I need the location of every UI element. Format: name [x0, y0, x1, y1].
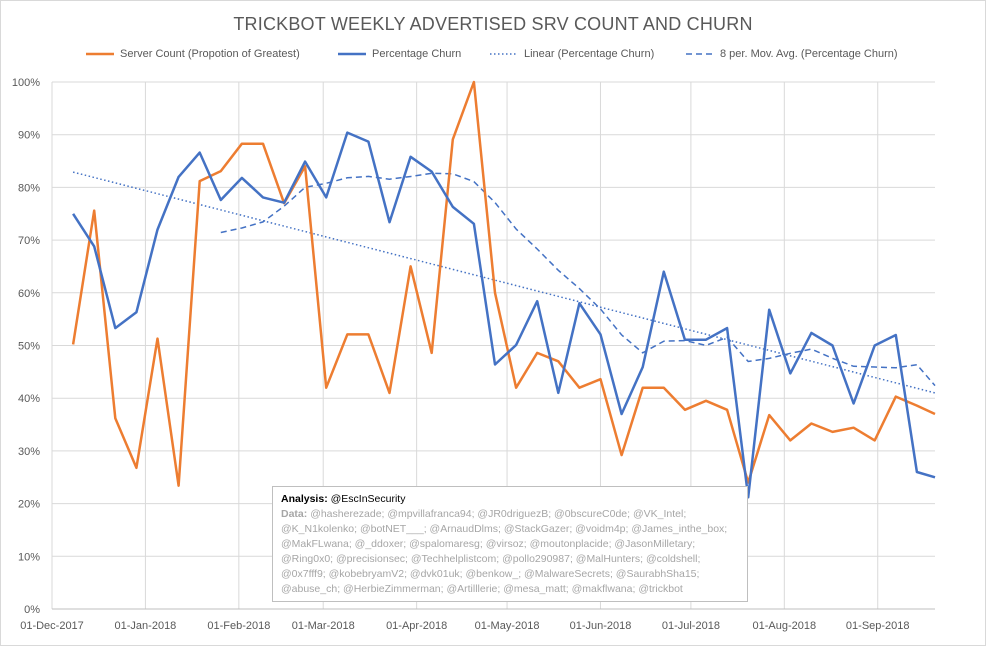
y-tick-label: 100% [12, 77, 40, 89]
chart-title: TRICKBOT WEEKLY ADVERTISED SRV COUNT AND… [233, 14, 753, 34]
x-tick-label: 01-Sep-2018 [846, 620, 910, 632]
series-percentage-churn [72, 131, 936, 499]
x-tick-label: 01-Jul-2018 [662, 620, 720, 632]
x-tick-label: 01-May-2018 [475, 620, 540, 632]
y-tick-label: 0% [24, 604, 40, 616]
legend-swatch-moving-average [686, 53, 714, 55]
x-tick-label: 01-Feb-2018 [207, 620, 270, 632]
analysis-label: Analysis: [281, 493, 328, 505]
series-moving-average [220, 172, 936, 387]
legend-label-server-count: Server Count (Propotion of Greatest) [120, 48, 300, 60]
x-tick-label: 01-Dec-2017 [20, 620, 84, 632]
y-tick-label: 20% [18, 499, 40, 511]
y-tick-label: 40% [18, 393, 40, 405]
analysis-box: Analysis: @EscInSecurity Data: @hasherez… [272, 486, 748, 602]
legend-label-percentage-churn: Percentage Churn [372, 48, 462, 60]
legend-swatch-server-count [86, 52, 114, 56]
y-tick-label: 70% [18, 235, 40, 247]
x-tick-label: 01-Mar-2018 [292, 620, 355, 632]
legend-swatch-linear [490, 53, 518, 55]
data-credits: Data: @hasherezade; @mpvillafranca94; @J… [281, 507, 739, 597]
y-tick-label: 90% [18, 130, 40, 142]
axes: 0% 10% 20% 30% 40% 50% 60% 70% 80% 90% 100% 01-Dec-… [12, 77, 935, 632]
data-label: Data: [281, 508, 308, 520]
legend-entry-moving-average: 8 per. Mov. Avg. (Percentage Churn) [686, 48, 898, 60]
analysis-credit: Analysis: @EscInSecurity [281, 492, 739, 507]
data-credit-list: @hasherezade; @mpvillafranca94; @JR0drig… [281, 508, 728, 595]
legend-entry-server-count: Server Count (Propotion of Greatest) [86, 48, 300, 60]
x-tick-label: 01-Jan-2018 [115, 620, 177, 632]
y-tick-label: 10% [18, 551, 40, 563]
legend-entry-percentage-churn: Percentage Churn [338, 48, 461, 60]
legend-label-moving-average: 8 per. Mov. Avg. (Percentage Churn) [720, 48, 898, 60]
y-tick-label: 50% [18, 341, 40, 353]
series-server-count [71, 80, 936, 487]
legend: Server Count (Propotion of Greatest) Per… [86, 48, 916, 64]
legend-swatch-percentage-churn [338, 52, 366, 56]
legend-entry-linear: Linear (Percentage Churn) [490, 48, 654, 60]
legend-label-linear: Linear (Percentage Churn) [524, 48, 655, 60]
y-tick-label: 60% [18, 288, 40, 300]
y-tick-label: 80% [18, 182, 40, 194]
series-linear-trend [72, 171, 936, 394]
x-tick-label: 01-Jun-2018 [570, 620, 632, 632]
series-layer [71, 80, 936, 499]
analysis-handle: @EscInSecurity [330, 493, 406, 505]
x-tick-label: 01-Aug-2018 [753, 620, 817, 632]
y-tick-label: 30% [18, 446, 40, 458]
x-tick-label: 01-Apr-2018 [386, 620, 447, 632]
